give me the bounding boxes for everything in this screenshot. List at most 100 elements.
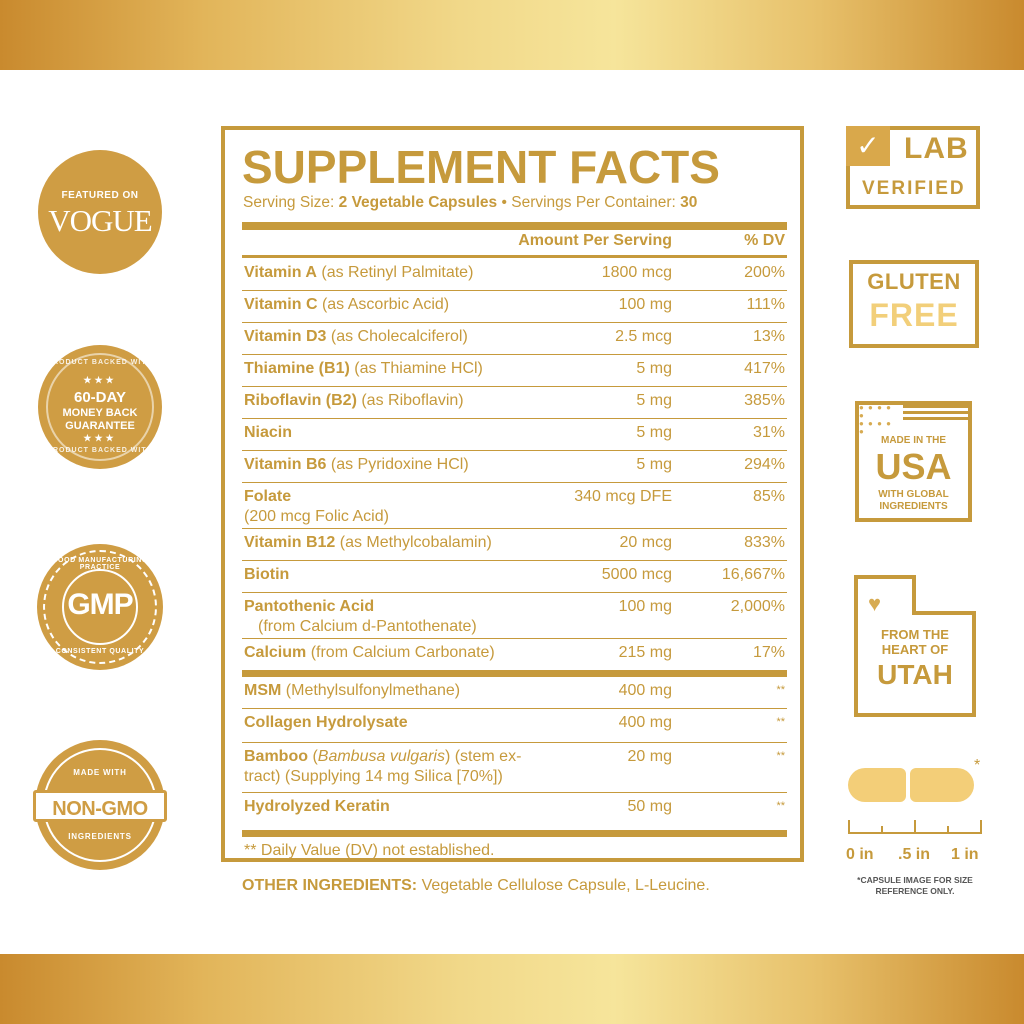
nutrient-label: Folate: [244, 488, 292, 505]
dv-note: ** Daily Value (DV) not established.: [244, 842, 495, 859]
usa-line-1: MADE IN THE: [881, 435, 946, 446]
nutrient-detail: (as Riboflavin): [361, 392, 464, 409]
nutrient-label: Collagen Hydrolysate: [244, 714, 408, 731]
gmp-outer-ring: [43, 550, 157, 664]
utah-line-2: UTAH: [877, 659, 953, 690]
facts-row: Calcium (from Calcium Carbonate) 215 mg 17…: [242, 639, 787, 670]
top-gold-band: [0, 0, 1024, 70]
nutrient-dv: 833%: [744, 534, 785, 551]
nutrient-label: Calcium: [244, 644, 307, 661]
money-line-3: GUARANTEE: [65, 420, 135, 432]
featured-on-vogue-badge: FEATURED ON VOGUE: [38, 150, 162, 274]
nutrient-amount: 5000 mcg: [601, 566, 672, 583]
nutrient-dv: **: [776, 684, 785, 696]
facts-row: Bamboo (Bambusa vulgaris) (stem ex-tract…: [242, 743, 787, 793]
facts-row: Niacin 5 mg 31%: [242, 419, 787, 451]
asterisk: *: [974, 757, 981, 774]
nutrient-dv: 31%: [752, 424, 785, 441]
nutrient-name: Riboflavin (B2) (as Riboflavin): [244, 391, 464, 411]
made-in-usa-badge: ● ● ● ● ● ● ● ● ● ● MADE IN THE USA WITH …: [855, 401, 972, 522]
nutrient-detail: (as Cholecalciferol): [330, 328, 468, 345]
nutrient-label: Vitamin B6: [244, 456, 327, 473]
nutrient-amount: 5 mg: [636, 392, 672, 409]
nutrient-amount: 100 mg: [618, 296, 672, 313]
usa-line-3b: INGREDIENTS: [879, 501, 948, 512]
footer-thick-rule: [242, 830, 787, 837]
nutrient-dv: 85%: [752, 488, 785, 505]
serving-bullet: •: [501, 194, 507, 211]
serving-size-value: 2 Vegetable Capsules: [338, 194, 498, 211]
stars-bottom: ★★★: [83, 433, 117, 443]
scale-half: .5 in: [898, 846, 931, 863]
capsule-disclaimer: *CAPSULE IMAGE FOR SIZE REFERENCE ONLY.: [840, 875, 990, 897]
nutrient-name: Biotin: [244, 565, 289, 585]
nutrient-detail: (as Thiamine HCl): [354, 360, 483, 377]
nutrient-amount: 20 mg: [627, 748, 672, 765]
ruler-icon: [848, 818, 982, 838]
section-thick-rule: [242, 670, 787, 677]
nutrient-name: Hydrolyzed Keratin: [244, 797, 390, 817]
badge-ring: [46, 353, 154, 461]
facts-row: Biotin 5000 mcg 16,667%: [242, 561, 787, 593]
facts-row: MSM (Methylsulfonylmethane) 400 mg **: [242, 677, 787, 709]
utah-outline-icon: [854, 575, 976, 717]
disclaimer-line-1: *CAPSULE IMAGE FOR SIZE: [857, 875, 973, 885]
nutrient-name: MSM (Methylsulfonylmethane): [244, 681, 460, 701]
nutrient-dv: 13%: [752, 328, 785, 345]
facts-row: Riboflavin (B2) (as Riboflavin) 5 mg 385%: [242, 387, 787, 419]
nutrient-detail: (200 mcg Folic Acid): [244, 508, 389, 525]
nutrient-name: Vitamin B12 (as Methylcobalamin): [244, 533, 492, 553]
nutrient-label: Riboflavin (B2): [244, 392, 357, 409]
checkmark-icon: ✓: [846, 126, 890, 166]
nutrient-dv: 16,667%: [721, 566, 785, 583]
nutrient-dv: 17%: [752, 644, 785, 661]
nutrient-label: Vitamin A: [244, 264, 317, 281]
nutrient-amount: 100 mg: [618, 598, 672, 615]
money-line-2: MONEY BACK: [62, 407, 138, 419]
header-rule: [242, 255, 787, 258]
nutrient-dv: **: [776, 800, 785, 812]
utah-line-1a: FROM THE: [881, 627, 949, 642]
non-gmo-badge: MADE WITH NON-GMO INGREDIENTS: [33, 740, 167, 870]
nutrient-label: Thiamine (B1): [244, 360, 350, 377]
nutrient-amount: 50 mg: [627, 798, 672, 815]
facts-row: Hydrolyzed Keratin 50 mg **: [242, 793, 787, 829]
nutrient-amount: 5 mg: [636, 360, 672, 377]
heart-icon: ♥: [868, 591, 882, 616]
serving-info: Serving Size: 2 Vegetable Capsules • Ser…: [243, 194, 697, 212]
money-rim-bottom: PRODUCT BACKED WITH: [47, 447, 153, 454]
nutrient-detail-post: ) (stem ex-: [444, 748, 522, 765]
servings-label: Servings Per Container:: [511, 194, 676, 211]
nutrient-label: Vitamin C: [244, 296, 318, 313]
nutrient-name: Vitamin B6 (as Pyridoxine HCl): [244, 455, 469, 475]
scale-1: 1 in: [951, 846, 979, 863]
facts-title: SUPPLEMENT FACTS: [242, 141, 720, 193]
gluten-line-2: FREE: [869, 297, 959, 333]
flag-icon: ● ● ● ● ● ● ● ● ● ●: [855, 401, 972, 436]
disclaimer-line-2: REFERENCE ONLY.: [875, 886, 955, 896]
stars-top: ★★★: [83, 375, 117, 385]
nutrient-amount: 400 mg: [618, 714, 672, 731]
vogue-logo-text: VOGUE: [48, 203, 153, 238]
usa-line-3a: WITH GLOBAL: [878, 489, 949, 500]
nutrient-detail-italic: Bambusa vulgaris: [317, 748, 445, 765]
nutrient-amount: 215 mg: [618, 644, 672, 661]
nutrient-label: Niacin: [244, 424, 293, 441]
money-back-guarantee-badge: PRODUCT BACKED WITH ★★★ 60-DAY MONEY BAC…: [38, 345, 162, 469]
non-gmo-rim-bottom: INGREDIENTS: [68, 832, 132, 841]
facts-row: Collagen Hydrolysate 400 mg **: [242, 709, 787, 743]
nutrient-detail: (from Calcium d-Pantothenate): [258, 618, 477, 635]
facts-row: Vitamin B6 (as Pyridoxine HCl) 5 mg 294%: [242, 451, 787, 483]
usa-line-3: WITH GLOBAL INGREDIENTS: [859, 489, 968, 513]
nutrient-detail: (as Retinyl Palmitate): [321, 264, 474, 281]
nutrient-dv: 294%: [744, 456, 785, 473]
nutrient-name: Vitamin C (as Ascorbic Acid): [244, 295, 449, 315]
scale-0: 0 in: [846, 846, 874, 863]
lab-line-1: LAB: [904, 132, 969, 165]
nutrient-detail-2: tract) (Supplying 14 mg Silica [70%]): [244, 768, 503, 785]
other-ingredients: OTHER INGREDIENTS: Vegetable Cellulose C…: [242, 877, 710, 895]
nutrient-name: Vitamin D3 (as Cholecalciferol): [244, 327, 468, 347]
dv-column-header: % DV: [744, 232, 785, 249]
nutrient-name: Thiamine (B1) (as Thiamine HCl): [244, 359, 483, 379]
amount-column-header: Amount Per Serving: [518, 232, 672, 249]
